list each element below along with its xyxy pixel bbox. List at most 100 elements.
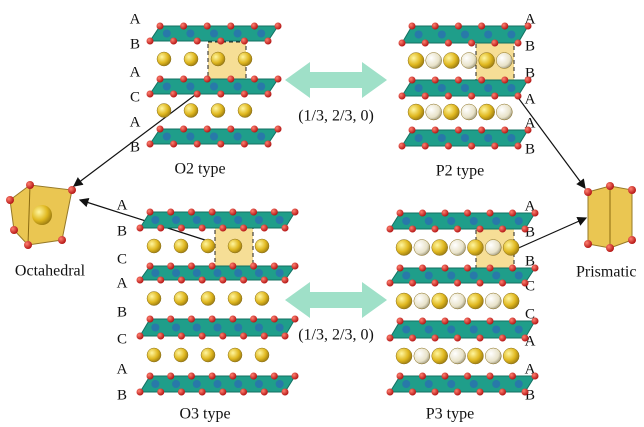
oxygen: [157, 126, 164, 133]
structure-label: P3 type: [426, 406, 474, 423]
oxygen: [468, 93, 475, 100]
metal: [214, 324, 222, 332]
transition-label: (1/3, 2/3, 0): [298, 108, 374, 125]
metal: [163, 133, 171, 141]
metal: [402, 217, 410, 225]
oxygen: [478, 23, 485, 30]
oxygen: [445, 93, 452, 100]
oxygen: [147, 263, 154, 270]
sodium: [396, 240, 412, 256]
oxygen: [271, 209, 278, 216]
metal: [214, 380, 222, 388]
oxygen: [387, 280, 394, 287]
metal: [193, 269, 201, 277]
stacking-letter: A: [130, 64, 141, 80]
oxygen: [509, 265, 516, 272]
sodium: [174, 348, 188, 362]
metal: [438, 31, 446, 39]
oxygen: [387, 389, 394, 396]
oxygen: [157, 277, 164, 284]
sodium: [157, 104, 171, 118]
metal: [186, 83, 194, 91]
sodium: [174, 292, 188, 306]
transition-arrow: [285, 62, 387, 318]
oxygen: [522, 335, 529, 342]
metal: [470, 217, 478, 225]
oxygen: [178, 333, 185, 340]
metal: [234, 30, 242, 38]
oxygen: [240, 389, 247, 396]
metal: [447, 217, 455, 225]
oxygen: [515, 40, 522, 47]
metal: [255, 269, 263, 277]
metal: [193, 380, 201, 388]
stacking-letter: A: [130, 11, 141, 27]
oxygen: [194, 141, 201, 148]
sodium: [157, 52, 171, 66]
metal: [425, 380, 433, 388]
metal: [492, 272, 500, 280]
oxygen: [419, 318, 426, 325]
sodium: [174, 239, 188, 253]
metal: [151, 324, 159, 332]
stacking-letter: C: [130, 89, 140, 105]
metal: [234, 380, 242, 388]
sodium: [485, 293, 501, 309]
oxygen: [275, 23, 282, 30]
metal: [425, 272, 433, 280]
sodium: [396, 348, 412, 364]
sodium: [503, 240, 519, 256]
sodium: [443, 53, 459, 69]
oxygen: [478, 127, 485, 134]
metal: [415, 31, 423, 39]
oxygen: [532, 318, 539, 325]
oxygen: [157, 23, 164, 30]
oxygen: [491, 93, 498, 100]
metal: [172, 324, 180, 332]
oxygen: [501, 77, 508, 84]
oxygen: [442, 265, 449, 272]
metal: [172, 216, 180, 224]
sodium: [503, 348, 519, 364]
oxygen: [240, 333, 247, 340]
oxygen: [157, 389, 164, 396]
oxygen: [178, 225, 185, 232]
oxygen: [432, 389, 439, 396]
oxygen: [432, 335, 439, 342]
oxygen: [399, 93, 406, 100]
metal: [425, 326, 433, 334]
oxygen: [147, 91, 154, 98]
oxygen: [499, 389, 506, 396]
oxygen: [170, 91, 177, 98]
oxygen: [292, 373, 299, 380]
oxygen: [271, 373, 278, 380]
oxygen: [180, 126, 187, 133]
oxygen: [532, 265, 539, 272]
oxygen: [468, 143, 475, 150]
oxygen: [251, 126, 258, 133]
metal: [492, 326, 500, 334]
metal: [470, 272, 478, 280]
oxygen: [397, 318, 404, 325]
sodium: [184, 52, 198, 66]
stacking-letter: B: [117, 223, 127, 239]
oxygen: [487, 318, 494, 325]
oxygen: [532, 373, 539, 380]
polyhedron-label: Octahedral: [15, 263, 86, 280]
oxygen: [251, 23, 258, 30]
sodium: [414, 240, 430, 256]
sodium: [414, 348, 430, 364]
oxygen: [445, 40, 452, 47]
oxygen: [525, 77, 532, 84]
prism: [584, 182, 636, 252]
oxygen: [188, 373, 195, 380]
metal: [172, 269, 180, 277]
oxygen: [209, 316, 216, 323]
oxygen: [292, 209, 299, 216]
oxygen: [229, 263, 236, 270]
oxygen: [219, 225, 226, 232]
metal: [234, 133, 242, 141]
metal: [255, 380, 263, 388]
oxygen: [409, 226, 416, 233]
oxygen: [409, 389, 416, 396]
